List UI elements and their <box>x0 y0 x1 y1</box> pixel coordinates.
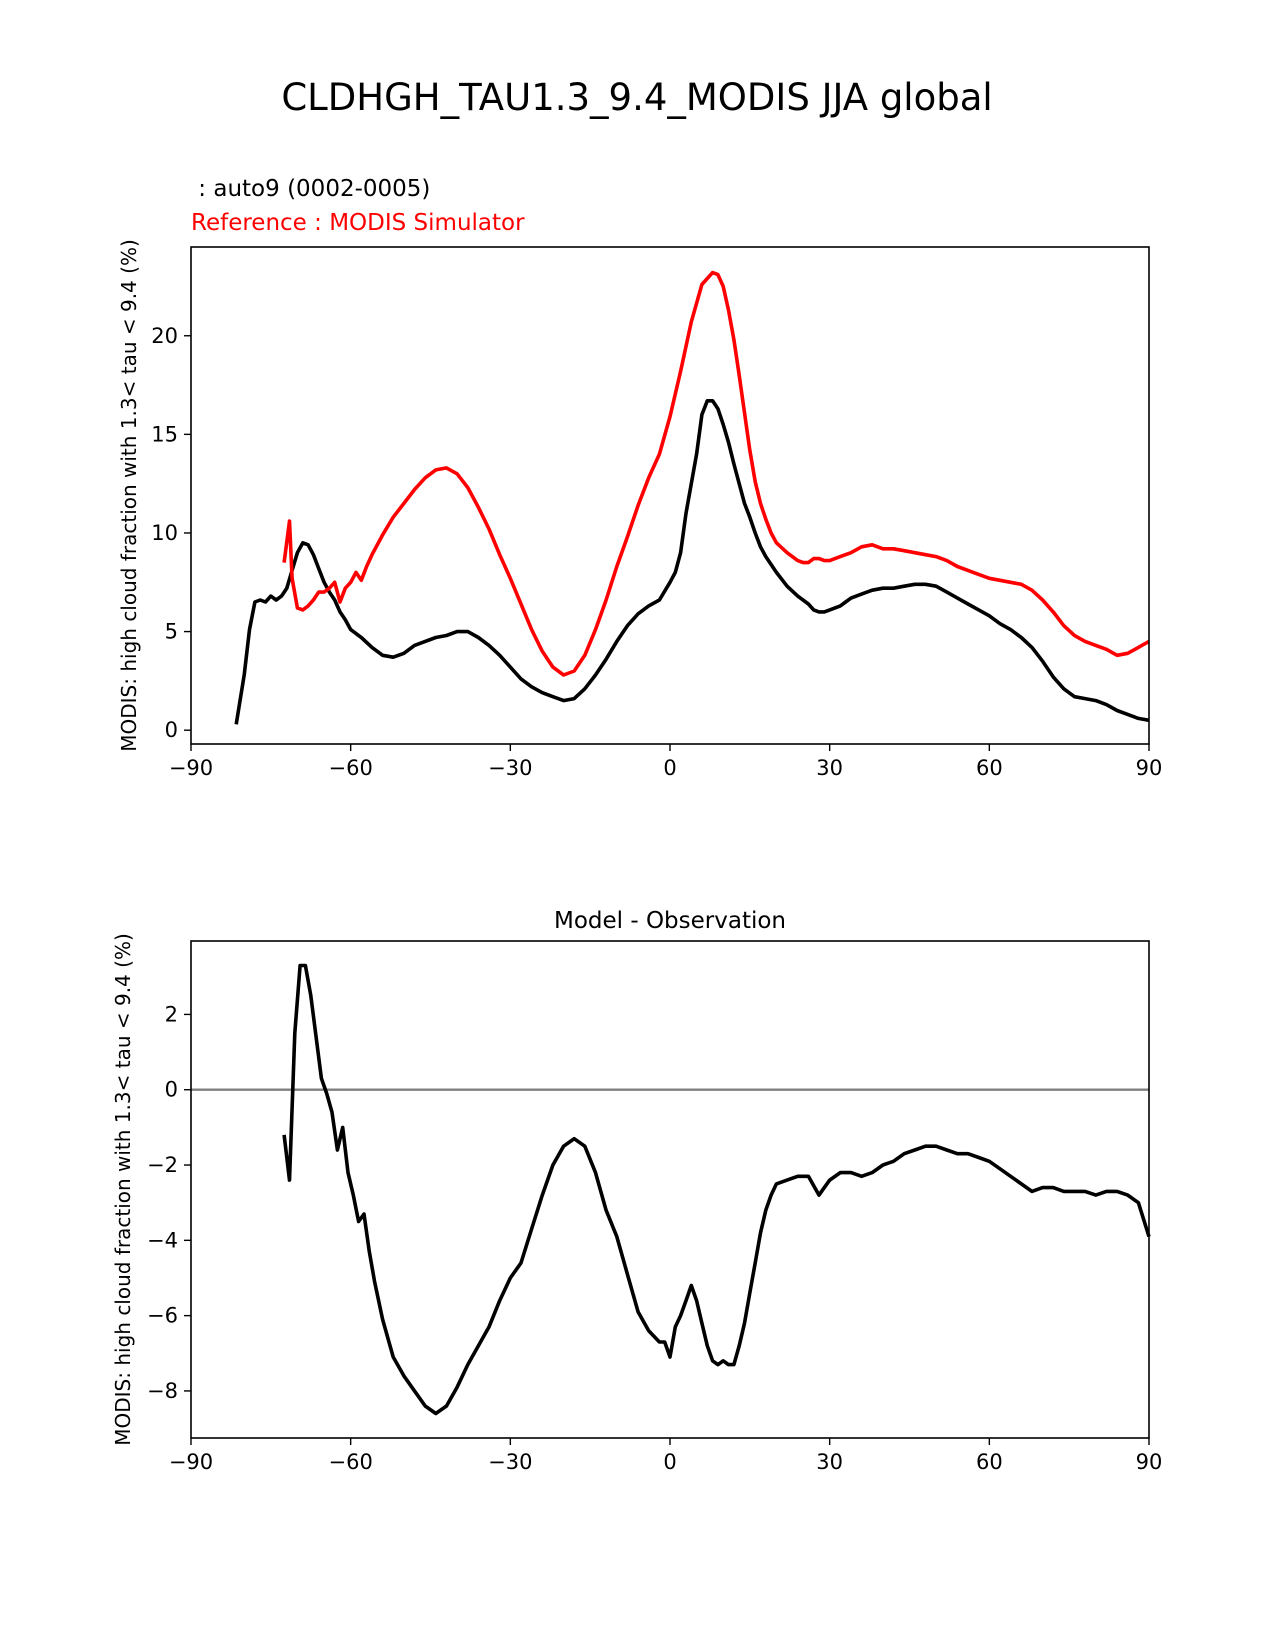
bottom-panel-title: Model - Observation <box>554 908 786 934</box>
top-y-tick-label: 5 <box>165 620 178 644</box>
bottom-plot-frame <box>190 940 1150 1439</box>
top-y-tick-label: 10 <box>151 521 178 545</box>
top-x-tick-label: −30 <box>488 756 532 780</box>
bottom-x-tick-label: 30 <box>816 1450 843 1474</box>
bottom-x-tick-label: −60 <box>329 1450 373 1474</box>
bottom-y-tick-label: −4 <box>147 1228 178 1252</box>
bottom-x-tick-label: −90 <box>169 1450 213 1474</box>
top-y-axis-label: MODIS: high cloud fraction with 1.3< tau… <box>117 239 141 751</box>
bottom-y-axis-label: MODIS: high cloud fraction with 1.3< tau… <box>111 933 135 1445</box>
top-series-test <box>234 398 1150 725</box>
top-series-reference <box>282 270 1150 677</box>
top-panel: : auto9 (0002-0005) Reference : MODIS Si… <box>117 176 1162 780</box>
top-y-tick-label: 0 <box>165 718 178 742</box>
bottom-x-tick-label: 60 <box>976 1450 1003 1474</box>
bottom-x-tick-label: 90 <box>1136 1450 1163 1474</box>
bottom-series <box>191 963 1151 1416</box>
top-plot-frame <box>190 246 1150 745</box>
top-series <box>234 270 1150 725</box>
test-label: : auto9 (0002-0005) <box>191 176 430 202</box>
top-x-tick-label: 90 <box>1136 756 1163 780</box>
bottom-panel: Model - Observation −90 −60 −30 0 30 60 90−8−6… <box>111 908 1162 1474</box>
top-x-tick-label: −60 <box>329 756 373 780</box>
top-y-tick-label: 20 <box>151 324 178 348</box>
bottom-axes: −90 −60 −30 0 30 60 90 −8 −6 −4 −2 0 2 <box>147 1002 1162 1474</box>
top-x-tick-label: −90 <box>169 756 213 780</box>
figure-title: CLDHGH_TAU1.3_9.4_MODIS JJA global <box>281 76 992 119</box>
bottom-x-tick-label: −30 <box>488 1450 532 1474</box>
top-x-tick-label: 60 <box>976 756 1003 780</box>
top-x-tick-label: 0 <box>663 756 676 780</box>
bottom-y-tick-label: 2 <box>165 1002 178 1026</box>
reference-label: Reference : MODIS Simulator <box>191 210 525 236</box>
top-axes: −90 −60 −30 0 30 60 90 0 5 10 15 20 <box>151 324 1162 780</box>
bottom-y-tick-label: 0 <box>165 1078 178 1102</box>
top-y-tick-label: 15 <box>151 422 178 446</box>
bottom-series-difference <box>282 963 1151 1416</box>
bottom-x-tick-label: 0 <box>663 1450 676 1474</box>
bottom-y-tick-label: −8 <box>147 1379 178 1403</box>
top-x-tick-label: 30 <box>816 756 843 780</box>
bottom-y-tick-label: −6 <box>147 1304 178 1328</box>
bottom-y-tick-label: −2 <box>147 1153 178 1177</box>
